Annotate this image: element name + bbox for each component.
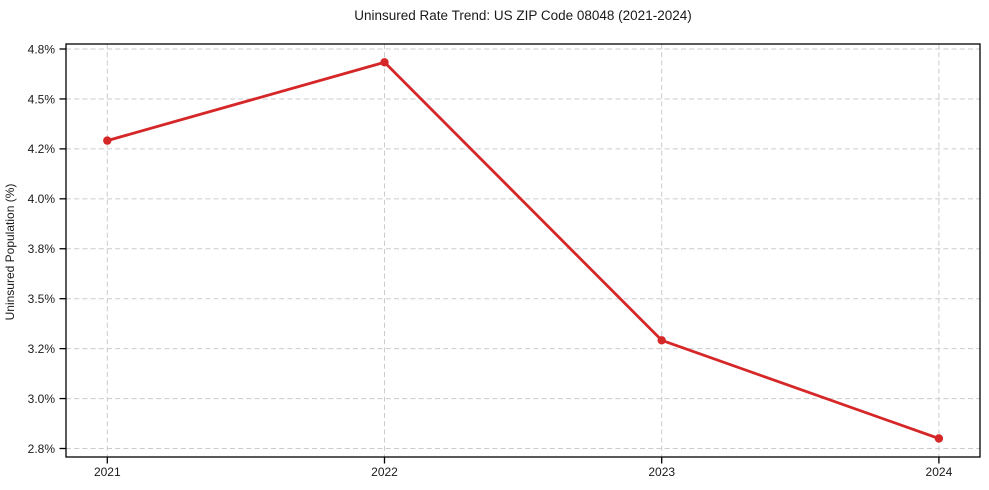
plot-border: [65, 43, 981, 458]
y-tick-label: 4.2%: [28, 142, 56, 156]
y-axis-label: Uninsured Population (%): [3, 184, 17, 321]
x-tick-label: 2023: [648, 465, 675, 479]
y-tick-label: 4.0%: [28, 192, 56, 206]
gridlines: [66, 44, 980, 457]
y-tick-label: 3.0%: [28, 392, 56, 406]
y-tick-label: 3.5%: [28, 292, 56, 306]
x-tick-label: 2024: [926, 465, 953, 479]
x-tick-label: 2022: [371, 465, 398, 479]
y-tick-label: 2.8%: [28, 442, 56, 456]
trend-line: [105, 60, 941, 440]
y-tick-label: 3.8%: [28, 242, 56, 256]
chart-title: Uninsured Rate Trend: US ZIP Code 08048 …: [354, 8, 691, 23]
data-point-2022: [380, 58, 389, 67]
data-point-2021: [103, 136, 112, 145]
y-tick-label: 4.5%: [28, 92, 56, 106]
data-point-2024: [934, 434, 944, 443]
x-tick-label: 2021: [94, 465, 121, 479]
data-point-2023: [657, 336, 666, 345]
y-tick-label: 4.8%: [28, 42, 56, 56]
y-tick-label: 3.2%: [28, 342, 56, 356]
tick-layer: 4.8% 4.5% 4.2% 4.0% 3.8% 3.5% 3.2% 3.0% 2.8% 2021…: [28, 42, 953, 479]
series-layer: [103, 58, 944, 443]
